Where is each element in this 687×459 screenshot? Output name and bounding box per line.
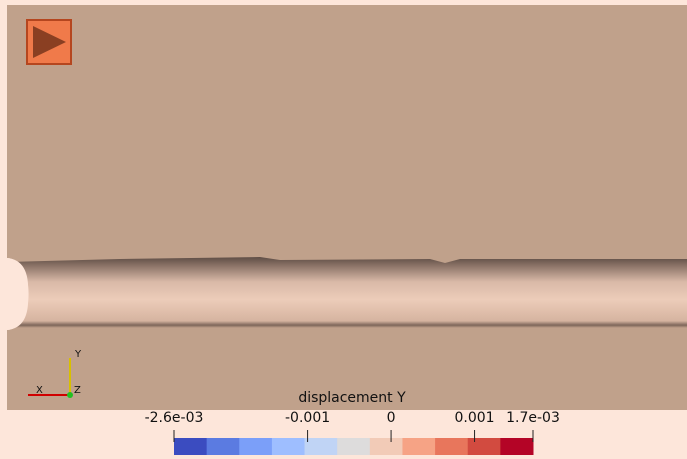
color-swatch <box>402 438 435 455</box>
z-axis-label: Z <box>74 385 81 396</box>
color-swatch <box>207 438 240 455</box>
tick-label: -2.6e-03 <box>145 410 204 426</box>
color-swatch <box>174 438 207 455</box>
color-swatch <box>239 438 272 455</box>
y-axis-label: Y <box>74 349 82 360</box>
colorbar: -2.6e-03 -0.001 0 0.001 1.7e-03 <box>145 410 560 455</box>
color-swatch <box>370 438 403 455</box>
color-swatch <box>468 438 501 455</box>
tick-label: -0.001 <box>285 410 330 426</box>
play-button[interactable] <box>27 20 71 64</box>
x-axis-label: X <box>36 385 43 396</box>
tick-label: 1.7e-03 <box>506 410 560 426</box>
tick-label: 0 <box>387 410 396 426</box>
color-swatch <box>305 438 338 455</box>
tick-label: 0.001 <box>455 410 495 426</box>
z-axis-dot <box>67 392 73 398</box>
color-swatch <box>337 438 370 455</box>
color-swatch <box>272 438 305 455</box>
color-swatch <box>435 438 468 455</box>
viewer: Y X Z displacement Y -2.6e-03 -0.001 0 0.00… <box>0 0 687 459</box>
color-swatch <box>500 438 533 455</box>
page: Y X Z displacement Y -2.6e-03 -0.001 0 0.00… <box>0 0 687 459</box>
render-view <box>7 5 687 410</box>
colorbar-title: displacement Y <box>298 390 406 406</box>
tube-surface <box>7 257 687 328</box>
